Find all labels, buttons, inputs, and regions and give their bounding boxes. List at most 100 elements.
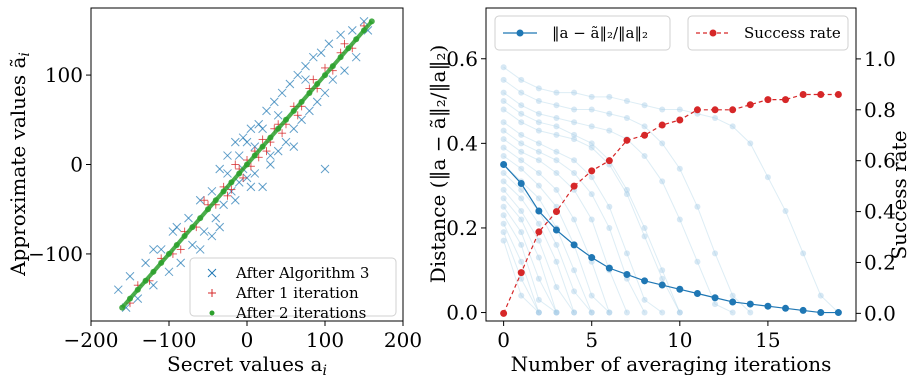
- individual-run-point: [518, 216, 525, 223]
- scatter-point-algorithm3: [230, 137, 240, 147]
- individual-run-point: [659, 309, 666, 316]
- individual-run-point: [641, 123, 648, 130]
- scatter-point-algorithm3: [285, 79, 295, 89]
- distance-point: [746, 300, 754, 308]
- individual-run-point: [500, 144, 507, 151]
- individual-run-point: [553, 203, 560, 210]
- scatter-point-algorithm3: [293, 70, 303, 80]
- distance-point: [552, 226, 560, 234]
- right-y-tick-label: 0.2: [446, 216, 478, 240]
- individual-run-point: [606, 127, 613, 134]
- scatter-point-algorithm3: [273, 146, 283, 156]
- scatter-point-algorithm3: [113, 285, 123, 295]
- individual-run-point: [747, 309, 754, 316]
- individual-run-line: [503, 130, 646, 313]
- success-rate-point: [676, 116, 684, 124]
- individual-run-point: [518, 119, 525, 126]
- right-y-tick-label: 0.6: [446, 47, 478, 71]
- left-y-tick-label: 0: [70, 153, 83, 177]
- individual-run-point: [606, 203, 613, 210]
- scatter-point-algorithm3: [246, 124, 256, 134]
- scatter-point-iter1: [223, 191, 232, 200]
- individual-run-point: [553, 123, 560, 130]
- individual-run-point: [518, 110, 525, 117]
- individual-run-point: [535, 220, 542, 227]
- individual-run-point: [588, 309, 595, 316]
- individual-run-point: [518, 76, 525, 83]
- scatter-point-algorithm3: [320, 164, 330, 174]
- distance-point: [799, 306, 807, 314]
- success-rate-point: [500, 309, 508, 317]
- individual-run-point: [571, 309, 578, 316]
- individual-run-point: [782, 208, 789, 215]
- scatter-point-algorithm3: [215, 164, 225, 174]
- individual-run-point: [535, 157, 542, 164]
- individual-run-point: [676, 165, 683, 172]
- individual-run-point: [535, 309, 542, 316]
- legend-distance-label: ‖a − ã‖₂/‖a‖₂: [552, 24, 648, 42]
- scatter-point-algorithm3: [234, 178, 244, 187]
- right-x-tick-label: 15: [755, 328, 780, 352]
- scatter-point-algorithm3: [312, 97, 322, 107]
- individual-run-point: [500, 153, 507, 160]
- individual-run-point: [588, 309, 595, 316]
- scatter-point-algorithm3: [141, 258, 150, 268]
- individual-run-point: [712, 301, 719, 308]
- individual-run-line: [503, 172, 593, 313]
- scatter-point-algorithm3: [149, 280, 158, 290]
- individual-run-point: [535, 98, 542, 105]
- scatter-point-algorithm3: [156, 245, 166, 254]
- right-plot-frame: [485, 7, 857, 322]
- left-legend-item: After 1 iteration: [208, 284, 359, 302]
- success-rate-point: [552, 208, 560, 216]
- distance-point: [782, 304, 790, 312]
- individual-run-point: [500, 106, 507, 113]
- left-y-axis-label: Approximate values ãi: [6, 52, 33, 277]
- scatter-point-algorithm3: [234, 151, 244, 160]
- individual-run-line: [503, 92, 733, 313]
- scatter-point-algorithm3: [242, 137, 252, 147]
- individual-run-point: [553, 148, 560, 155]
- distance-point: [570, 241, 578, 249]
- success-rate-point: [517, 269, 525, 277]
- right-x-tick-label: 10: [667, 328, 692, 352]
- individual-run-point: [535, 237, 542, 244]
- scatter-diagonal-iter2: [120, 20, 374, 309]
- scatter-point-iter1: [278, 129, 287, 138]
- scatter-point-algorithm3: [207, 186, 217, 196]
- individual-run-point: [553, 131, 560, 138]
- success-rate-point: [834, 91, 842, 99]
- success-rate-point: [623, 136, 631, 144]
- scatter-point-algorithm3: [149, 245, 158, 254]
- individual-run-point: [553, 309, 560, 316]
- left-legend-box: [189, 257, 397, 317]
- individual-run-line: [503, 79, 751, 313]
- scatter-point-algorithm3: [207, 231, 217, 241]
- success-rate-point: [535, 228, 543, 236]
- scatter-point-algorithm3: [289, 142, 299, 151]
- success-rate-point: [746, 101, 754, 109]
- left-x-tick-label: 200: [384, 328, 422, 352]
- individual-run-point: [535, 127, 542, 134]
- distance-point: [764, 302, 772, 310]
- right-y-tick-label: 0.4: [446, 131, 478, 155]
- scatter-point-algorithm3: [215, 222, 225, 232]
- scatter-point-algorithm3: [328, 75, 338, 84]
- scatter-point-algorithm3: [211, 213, 221, 223]
- individual-run-point: [500, 89, 507, 96]
- left-x-tick-label: −100: [142, 328, 197, 352]
- individual-run-point: [518, 186, 525, 193]
- individual-run-point: [500, 237, 507, 244]
- scatter-point-iter1: [321, 63, 329, 72]
- scatter-point-algorithm3: [258, 182, 267, 192]
- individual-run-point: [571, 131, 578, 138]
- scatter-point-iter1: [227, 185, 236, 194]
- right-x-axis-label: Number of averaging iterations: [511, 352, 832, 375]
- success-rate-point: [570, 182, 578, 190]
- individual-run-point: [535, 309, 542, 316]
- individual-run-point: [588, 93, 595, 100]
- individual-run-point: [800, 250, 807, 257]
- right-y2-tick-label: 0.4: [864, 200, 896, 224]
- individual-run-line: [503, 121, 663, 313]
